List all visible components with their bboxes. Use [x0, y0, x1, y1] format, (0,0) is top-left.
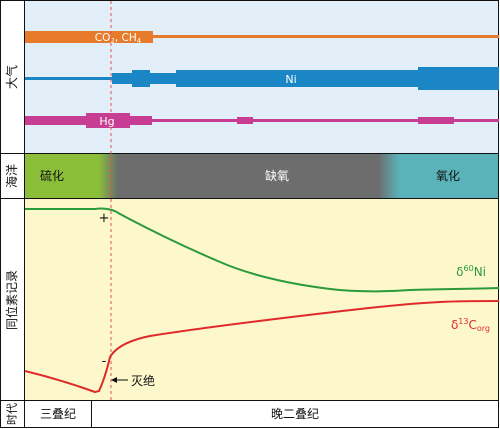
- extinction-label: 灭绝: [131, 373, 155, 388]
- row-label-isotope: 同位素记录: [4, 270, 19, 330]
- row-label-atmosphere: 大气: [4, 65, 19, 89]
- period-late-permian-label: 晚二叠纪: [271, 407, 319, 421]
- positive-marker: +: [99, 211, 110, 226]
- ni-isotope-label: δ60Ni: [456, 264, 486, 279]
- c-isotope-curve: [24, 300, 500, 394]
- co2-ch4-label: CO2, CH4: [95, 32, 142, 45]
- row-label-ocean: 海洋: [4, 164, 19, 188]
- ocean-sulfidic-label: 硫化: [40, 168, 64, 183]
- co2-ch4-emission-bar: CO2, CH4: [25, 31, 499, 45]
- ni-emission-bar: Ni: [25, 67, 499, 90]
- isotope-panel: [25, 198, 499, 400]
- hg-emission-bar: Hg: [25, 113, 499, 128]
- ocean-panel: [25, 154, 499, 198]
- ni-isotope-curve: [25, 207, 500, 293]
- extinction-arrow-icon: [111, 377, 128, 383]
- ni-label: Ni: [285, 73, 296, 86]
- c-isotope-label: δ13Corg: [451, 317, 490, 333]
- hg-label: Hg: [99, 115, 114, 128]
- ocean-anoxic-label: 缺氧: [265, 168, 289, 183]
- ocean-oxic-label: 氧化: [436, 169, 460, 183]
- negative-marker: -: [102, 354, 107, 369]
- period-triassic-label: 三叠纪: [40, 407, 76, 421]
- row-label-age: 时代: [6, 403, 19, 425]
- age-panel: [25, 400, 499, 428]
